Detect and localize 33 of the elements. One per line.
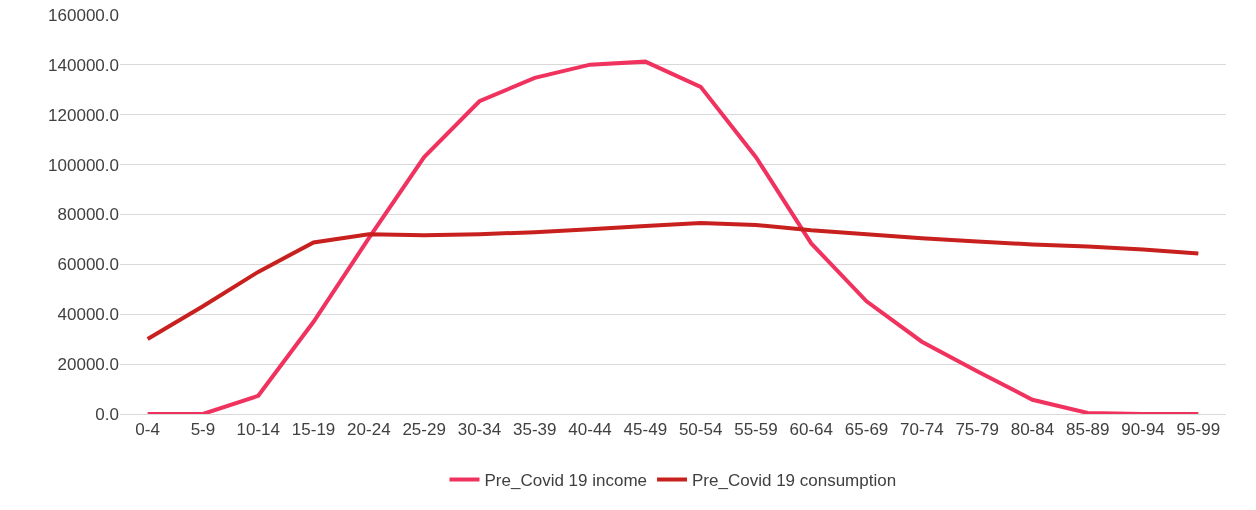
x-tick-label: 60-64 [789,420,833,440]
x-tick-label: 15-19 [291,420,336,440]
legend-label: Pre_Covid 19 consumption [692,471,897,491]
y-tick-label: 140000.0 [48,55,119,75]
legend-label: Pre_Covid 19 income [484,471,648,491]
x-tick-label: 5-9 [190,420,216,440]
x-tick-label: 35-39 [513,420,557,440]
line-series [145,220,1201,341]
x-tick-label: 90-94 [1121,420,1165,440]
x-tick-label: 40-44 [568,420,612,440]
y-tick-label: 100000.0 [48,155,119,175]
y-tick-label: 120000.0 [48,105,119,125]
y-tick-label: 0.0 [95,404,119,424]
y-tick-label: 80000.0 [57,205,119,225]
y-tick-label: 40000.0 [57,305,119,325]
x-tick-label: 80-84 [1010,420,1055,440]
x-tick-label: 75-79 [955,420,999,440]
x-tick-label: 50-54 [678,420,723,440]
x-tick-label: 70-74 [900,420,944,440]
x-tick-label: 85-89 [1066,420,1110,440]
line-series [145,59,1201,414]
x-tick-label: 65-69 [844,420,889,440]
x-tick-label: 25-29 [402,420,446,440]
x-tick-label: 55-59 [734,420,778,440]
x-tick-label: 20-24 [347,420,391,440]
x-tick-label: 45-49 [623,420,668,440]
y-tick-label: 20000.0 [57,355,119,375]
x-tick-label: 95-99 [1176,420,1221,440]
y-tick-label: 60000.0 [57,255,119,275]
x-tick-label: 10-14 [236,420,280,440]
x-tick-label: 0-4 [135,420,160,440]
y-tick-label: 160000.0 [48,5,119,25]
x-tick-label: 30-34 [457,420,502,440]
